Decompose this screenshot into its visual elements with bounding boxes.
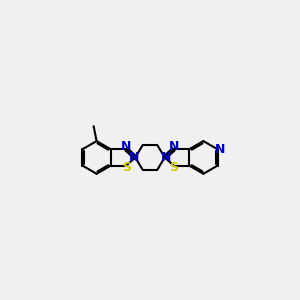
Text: N: N (161, 151, 171, 164)
Text: N: N (215, 143, 225, 156)
Text: S: S (122, 161, 131, 175)
Text: S: S (169, 161, 178, 175)
Text: N: N (129, 151, 139, 164)
Text: N: N (169, 140, 179, 153)
Text: N: N (121, 140, 131, 153)
